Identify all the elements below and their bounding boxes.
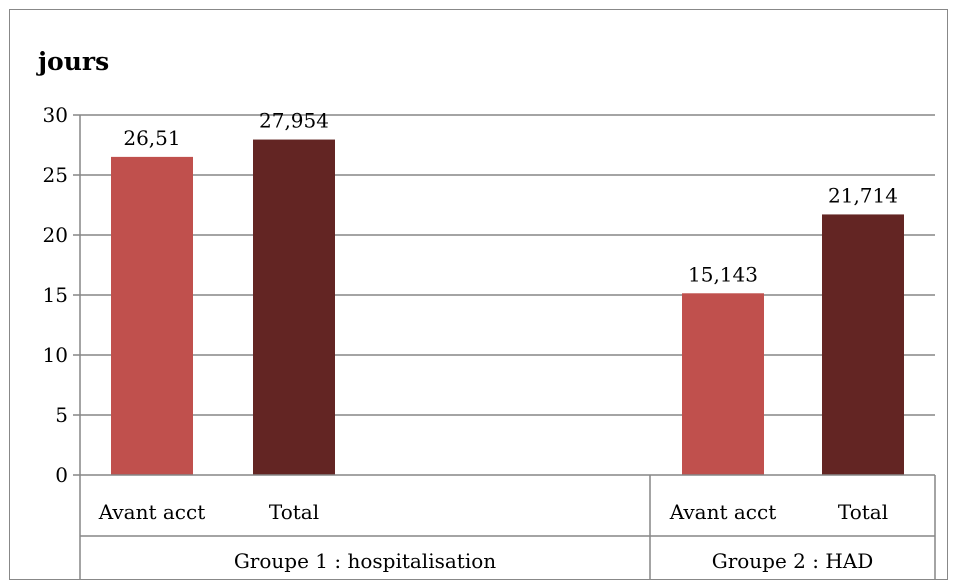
category-label: Total: [838, 500, 888, 524]
data-label: 27,954: [259, 109, 329, 133]
y-tick-label: 5: [55, 403, 68, 427]
bars: [111, 139, 904, 475]
data-label: 21,714: [828, 183, 898, 207]
y-tick-label: 30: [43, 103, 68, 127]
category-label: Avant acct: [669, 500, 777, 524]
group-label: Groupe 1 : hospitalisation: [234, 549, 496, 573]
y-tick-label: 0: [55, 463, 68, 487]
data-labels: 26,51 27,954 15,143 21,714: [123, 109, 898, 287]
y-tick-label: 15: [43, 283, 68, 307]
category-label: Avant acct: [98, 500, 206, 524]
y-tick-label: 25: [43, 163, 68, 187]
y-tick-label: 10: [43, 343, 68, 367]
bar: [682, 293, 764, 475]
category-label: Total: [269, 500, 319, 524]
y-tick-label: 20: [43, 223, 68, 247]
gridlines: [80, 114, 935, 416]
bar: [253, 139, 335, 475]
chart-border: [9, 9, 948, 580]
bar: [111, 156, 193, 475]
group-label: Groupe 2 : HAD: [712, 549, 874, 573]
data-label: 26,51: [123, 126, 180, 150]
y-tick-labels: 0 5 10 15 20 25 30: [43, 103, 68, 487]
bar: [822, 214, 904, 475]
data-label: 15,143: [688, 262, 758, 286]
axes: [73, 114, 936, 579]
x-axis-labels: Avant acct Total Groupe 1 : hospitalisatio…: [98, 500, 888, 573]
y-axis-title: jours: [36, 47, 109, 76]
